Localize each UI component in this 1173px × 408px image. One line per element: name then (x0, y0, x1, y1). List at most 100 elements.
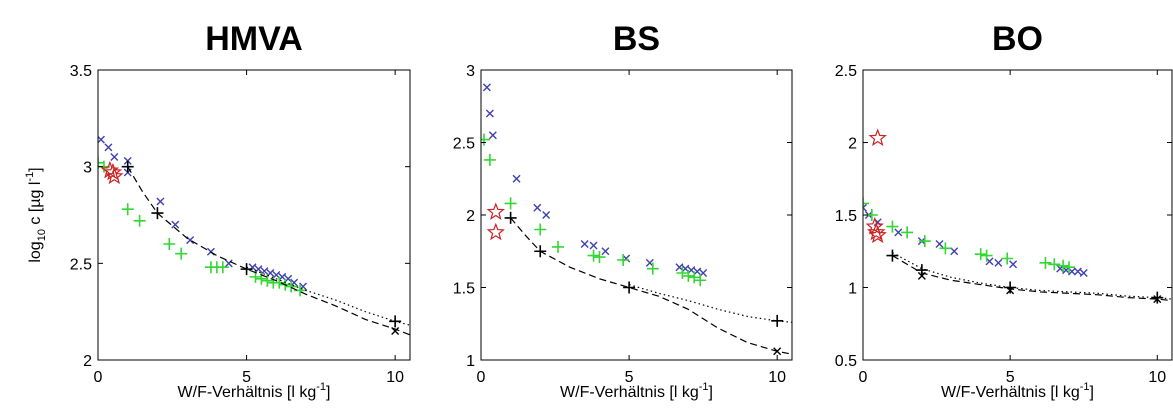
panel-bs: BS 0 5 10 1 1.5 2 2.5 3 W/F-Verhältnis [l kg-1] (453, 20, 793, 401)
panel-title: BS (613, 20, 660, 58)
y-tick-label: 2 (466, 208, 475, 225)
x-tick-label: 10 (768, 369, 786, 386)
y-tick-label: 2 (83, 353, 92, 370)
y-tick-label: 2.5 (453, 136, 475, 153)
plus-marker (682, 269, 695, 282)
plus-marker (216, 261, 229, 274)
y-tick-label: 1.5 (453, 281, 475, 298)
plus-marker (688, 271, 701, 284)
star-marker (868, 225, 887, 244)
axes-frame (862, 69, 1173, 361)
y-tick-label: 1 (466, 353, 475, 370)
x-tick-label: 5 (1006, 369, 1015, 386)
plus-marker (593, 251, 606, 264)
x-marker (894, 228, 903, 237)
dashed-fit-line (892, 255, 1172, 302)
plus-marker (694, 274, 707, 287)
y-tick-label: 2.5 (835, 63, 857, 80)
plus-marker (240, 263, 253, 276)
y-tick-label: 2 (848, 136, 857, 153)
plus-marker (534, 223, 547, 236)
y-tick-label: 3.5 (70, 63, 92, 80)
x-marker (186, 236, 195, 245)
y-tick-label: 2.5 (70, 256, 92, 273)
panel-title: HMVA (205, 20, 303, 58)
plus-marker (163, 238, 176, 250)
panel-title: BO (992, 20, 1043, 58)
x-marker (488, 131, 497, 140)
plus-marker (901, 226, 914, 239)
x-marker (98, 135, 105, 144)
x-marker (512, 174, 521, 183)
x-axis-label: W/F-Verhältnis [l kg-1] (941, 381, 1094, 401)
x-marker (1009, 260, 1018, 269)
x-marker (950, 247, 959, 256)
x-marker (1073, 267, 1082, 276)
plus-marker (918, 235, 931, 248)
x-tick-label: 0 (859, 369, 868, 386)
x-marker (935, 240, 944, 248)
x-marker (485, 109, 494, 118)
star-marker (867, 222, 886, 241)
plus-marker (552, 240, 565, 253)
plus-marker (863, 197, 869, 210)
plus-marker (1057, 259, 1070, 272)
x-marker (589, 241, 598, 250)
plus-marker (273, 276, 286, 289)
plus-marker (1004, 281, 1017, 294)
x-marker (601, 247, 610, 256)
plus-marker (886, 220, 899, 233)
y-tick-label: 1.5 (835, 208, 857, 225)
plus-marker (1001, 252, 1014, 265)
plus-marker (285, 280, 298, 293)
x-marker (1153, 295, 1162, 304)
y-tick-label: 3 (83, 160, 92, 177)
panel-hmva: HMVA 0 5 10 2 2.5 3 3.5 W/F-Verhältnis [l kg-1] l… (24, 20, 411, 401)
plus-marker (504, 197, 517, 210)
plus-marker (587, 249, 600, 262)
plot-area (481, 83, 792, 356)
plot-area (863, 128, 1172, 304)
x-marker (482, 83, 491, 92)
plus-marker (98, 156, 104, 169)
y-tick-label: 3 (466, 63, 475, 80)
star-marker (105, 166, 124, 185)
x-tick-label: 5 (625, 369, 634, 386)
dotted-fit-line (892, 252, 1172, 300)
y-tick-label: 1 (848, 281, 857, 298)
x-axis-label: W/F-Verhältnis [l kg-1] (560, 381, 713, 401)
plus-marker (133, 214, 146, 227)
x-marker (171, 220, 180, 229)
panel-bo: BO 0 5 10 0.5 1 1.5 2 2.5 W/F-Verhältnis [l kg-1] (835, 20, 1173, 401)
y-tick-label: 0.5 (835, 353, 857, 370)
plus-marker (646, 262, 659, 275)
plus-marker (1063, 261, 1075, 274)
x-tick-label: 10 (386, 369, 404, 386)
plus-marker (939, 242, 952, 255)
x-marker (994, 258, 1003, 267)
x-tick-label: 10 (1148, 369, 1166, 386)
axes-frame (97, 69, 411, 361)
x-axis-label: W/F-Verhältnis [l kg-1] (178, 381, 331, 401)
plus-marker (617, 253, 630, 266)
x-marker (542, 211, 551, 219)
plus-marker (623, 281, 636, 294)
plus-marker (915, 264, 928, 277)
star-marker (868, 128, 887, 146)
star-marker (103, 162, 123, 181)
dashed-fit-line (510, 217, 792, 355)
plus-marker (121, 203, 134, 216)
dotted-fit-line (628, 284, 792, 323)
axes-frame (480, 69, 793, 361)
y-axis-label: log10 c [µg l-1] (24, 167, 48, 262)
plus-marker (481, 133, 490, 146)
x-marker (1079, 269, 1088, 277)
plus-marker (1039, 256, 1052, 269)
star-marker (486, 222, 505, 241)
star-marker (865, 216, 884, 235)
x-marker (863, 203, 867, 212)
x-tick-label: 5 (242, 369, 251, 386)
plot-area (98, 135, 410, 336)
plus-marker (121, 160, 134, 173)
